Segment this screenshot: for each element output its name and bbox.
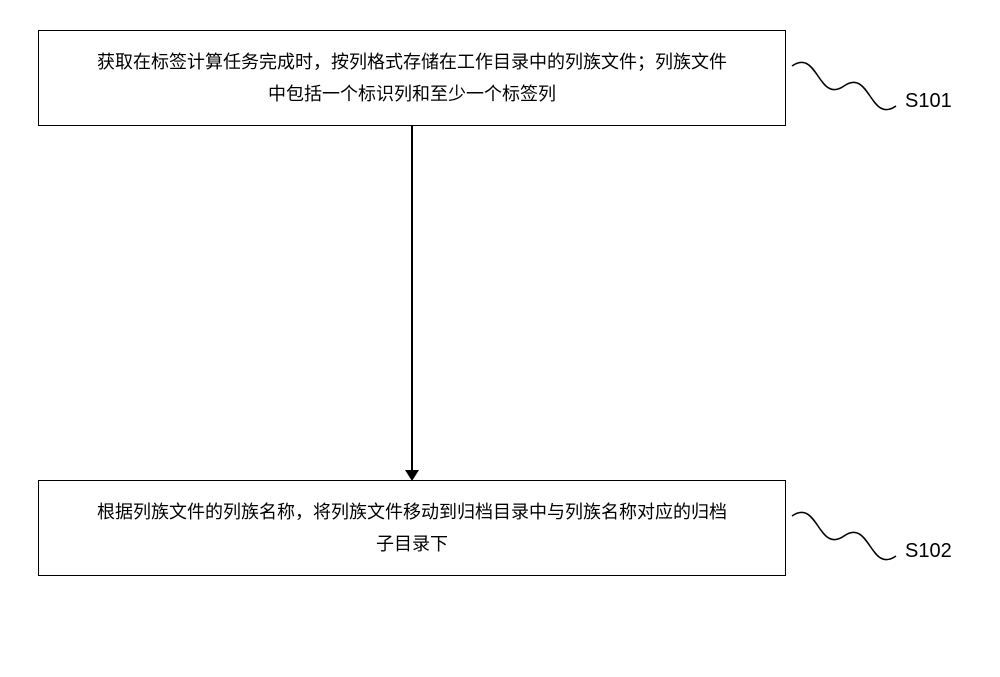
step-text-line: 中包括一个标识列和至少一个标签列 [268, 84, 556, 104]
step-text-line: 获取在标签计算任务完成时，按列格式存储在工作目录中的列族文件；列族文件 [97, 52, 727, 72]
flowchart-canvas: 获取在标签计算任务完成时，按列格式存储在工作目录中的列族文件；列族文件 中包括一… [0, 0, 1000, 677]
step-box-s102: 根据列族文件的列族名称，将列族文件移动到归档目录中与列族名称对应的归档 子目录下 [38, 480, 786, 576]
step-label-s102: S102 [905, 540, 952, 563]
step-text-line: 子目录下 [376, 534, 448, 554]
step-label-s101: S101 [905, 90, 952, 113]
brace-connector [792, 58, 896, 120]
flow-arrow-line [411, 126, 413, 472]
brace-connector [792, 508, 896, 570]
step-text-s101: 获取在标签计算任务完成时，按列格式存储在工作目录中的列族文件；列族文件 中包括一… [97, 46, 727, 111]
step-text-line: 根据列族文件的列族名称，将列族文件移动到归档目录中与列族名称对应的归档 [97, 502, 727, 522]
step-box-s101: 获取在标签计算任务完成时，按列格式存储在工作目录中的列族文件；列族文件 中包括一… [38, 30, 786, 126]
step-text-s102: 根据列族文件的列族名称，将列族文件移动到归档目录中与列族名称对应的归档 子目录下 [97, 496, 727, 561]
